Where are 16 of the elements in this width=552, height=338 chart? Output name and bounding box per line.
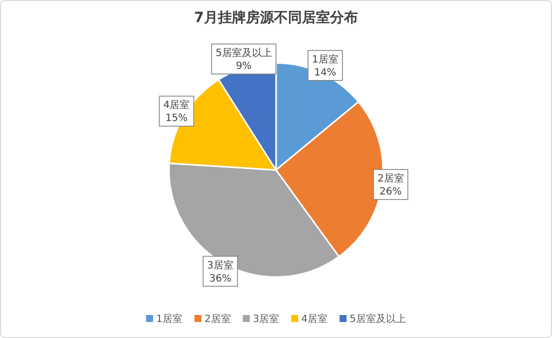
data-label: 36% (209, 273, 232, 284)
legend-label: 4居室 (301, 313, 328, 325)
data-label: 14% (314, 67, 336, 78)
data-label: 15% (165, 113, 188, 124)
legend-label: 5居室及以上 (350, 313, 406, 325)
data-label: 26% (380, 186, 402, 198)
slice-label: 1居室 (312, 53, 338, 66)
chart-title: 7月挂牌房源不同居室分布 (194, 9, 358, 26)
data-label: 9% (236, 61, 252, 72)
legend-label: 3居室 (252, 313, 280, 325)
legend-label: 2居室 (204, 313, 231, 325)
slice-label: 5居室及以上 (216, 47, 272, 60)
slice-label: 3居室 (207, 259, 234, 272)
slice-label: 2居室 (377, 172, 404, 184)
legend-label: 1居室 (156, 313, 182, 325)
slice-label: 4居室 (163, 99, 190, 112)
